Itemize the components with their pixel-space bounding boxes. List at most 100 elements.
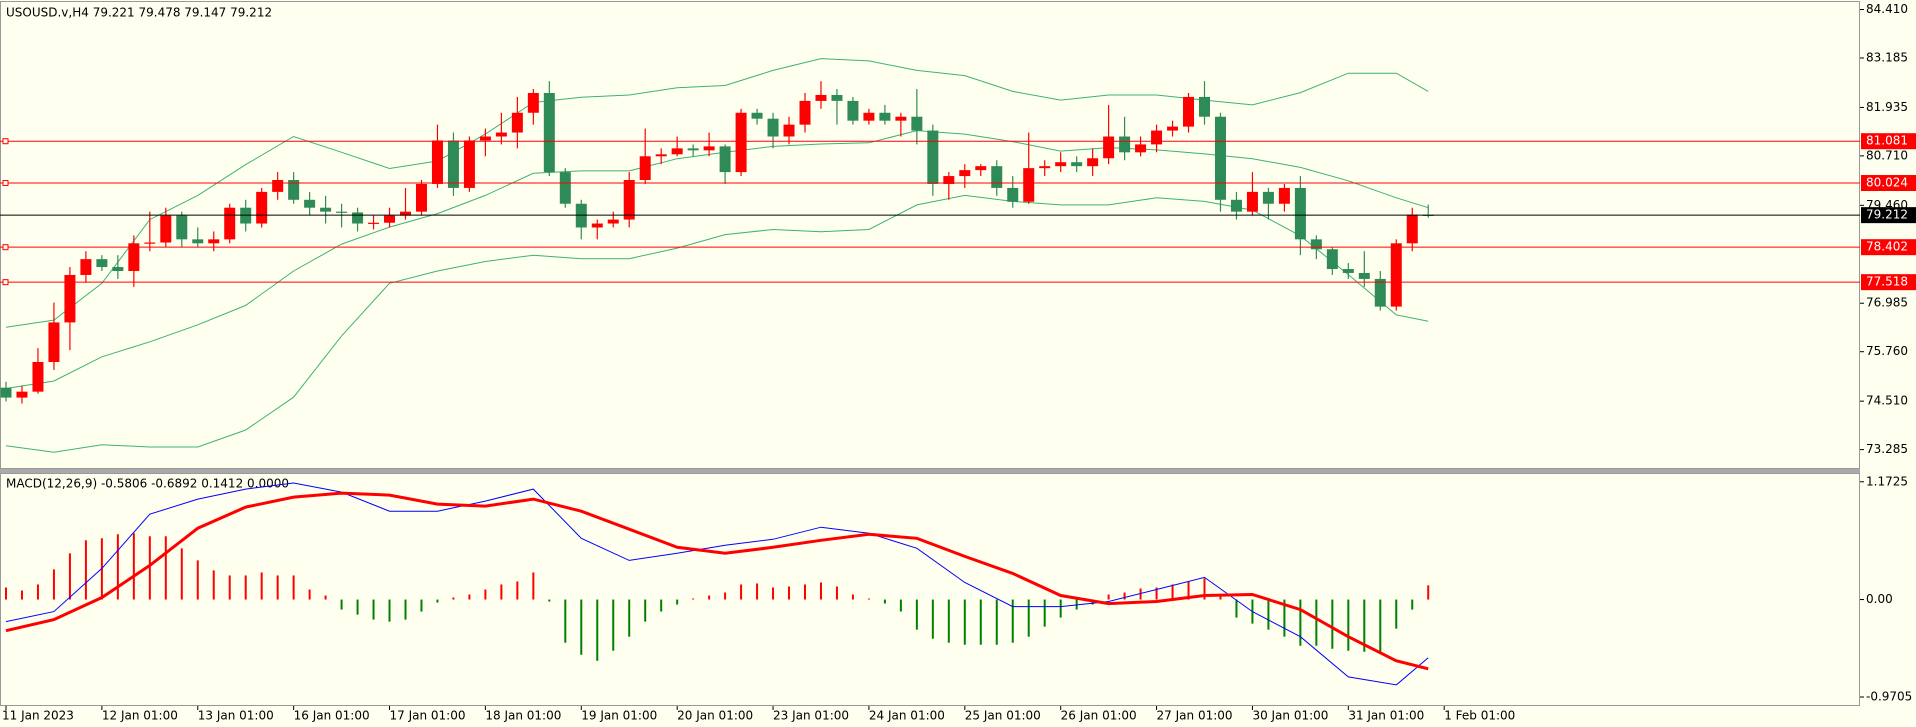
candle-body [975,166,987,171]
pane-separator [0,469,1860,473]
candle-body [96,259,108,268]
candle-body [623,180,635,220]
candle-body [543,92,555,173]
candle-body [671,148,683,155]
candle-body [352,212,364,224]
candle-body [400,211,411,216]
x-tick-label: 13 Jan 01:00 [198,709,274,723]
candle-body [703,146,715,151]
current-price-box [1861,207,1916,224]
price-pane-frame [0,1,1860,469]
y-tick-label: 80.710 [1866,148,1908,162]
candle-body [1230,199,1242,212]
candle-body [1214,116,1226,200]
x-tick-label: 25 Jan 01:00 [965,709,1041,723]
level-label-box [1861,239,1916,256]
candle-body [336,211,348,213]
bollinger-band [5,194,1429,453]
candle-body [1023,168,1035,202]
candle-body [48,322,60,362]
candle-body [927,130,939,184]
level-label-box [1861,133,1916,150]
y-tick-label: 84.410 [1866,2,1908,16]
candle-body [1183,96,1195,127]
candle-body [224,207,236,240]
x-tick-label: 12 Jan 01:00 [102,709,178,723]
candle-body [128,243,140,271]
candle-body [160,215,172,243]
candle-body [719,146,731,173]
candle-body [208,239,220,244]
candle-body [815,94,827,101]
x-tick-label: 16 Jan 01:00 [294,709,370,723]
candle-body [559,172,571,204]
candle-body [1342,269,1354,273]
candle-body [1262,191,1274,204]
candle-body [1374,278,1386,307]
x-tick-label: 19 Jan 01:00 [581,709,657,723]
candle-body [959,170,971,177]
level-marker [2,180,9,187]
y-tick-label: 83.185 [1866,50,1908,64]
candle-body [1119,136,1131,153]
candle-body [1294,187,1306,240]
x-tick-label: 31 Jan 01:00 [1348,709,1424,723]
level-label: 78.402 [1866,240,1908,254]
level-label: 80.024 [1866,176,1908,190]
candle-body [272,180,284,192]
current-price-label: 79.212 [1866,208,1908,222]
candle-body [879,112,891,121]
x-tick-label: 23 Jan 01:00 [773,709,849,723]
candle-body [304,199,316,208]
candle-body [1055,162,1067,167]
candle-body [799,100,811,125]
candle-body [384,215,396,223]
macd-line [5,482,1429,686]
level-marker [2,279,9,286]
candle-body [767,118,779,137]
candle-body [1135,144,1147,153]
candle-body [1246,191,1258,212]
candle-body [527,92,539,113]
y-tick-label: 75.760 [1866,344,1908,358]
candle-body [192,239,204,244]
candle-body [1151,130,1163,145]
candle-body [256,191,268,224]
candle-body [639,156,651,181]
price-header: USOUSD.v,H4 79.221 79.478 79.147 79.212 [6,6,272,20]
candle-body [1358,272,1370,279]
candle-body [1167,126,1179,131]
candle-body [463,140,475,188]
level-marker [2,244,9,251]
level-label: 81.081 [1866,134,1908,148]
candle-body [1278,187,1290,204]
candle-body [1326,249,1338,270]
candle-body [783,124,795,137]
macd-header: MACD(12,26,9) -0.5806 -0.6892 0.1412 0.0… [6,477,289,491]
x-tick-label: 20 Jan 01:00 [677,709,753,723]
candle-body [687,148,699,151]
x-tick-label: 17 Jan 01:00 [390,709,466,723]
candle-body [1103,136,1115,159]
candle-body [991,166,1003,188]
y-tick-label: 1.1725 [1866,474,1908,488]
macd-pane-frame [0,473,1860,706]
level-marker [2,138,9,145]
candle-body [447,140,459,188]
candle-body [751,112,763,119]
candle-body [943,176,955,184]
candle-body [591,223,603,228]
candle-body [32,361,44,392]
candle-body [831,94,843,101]
candle-body [144,242,156,244]
candle-body [511,112,523,133]
candle-body [655,154,667,157]
candle-body [863,112,875,121]
candle-body [911,116,923,131]
y-tick-label: 76.985 [1866,296,1908,310]
candle-body [112,267,124,271]
x-tick-label: 1 Feb 01:00 [1444,709,1515,723]
candle-body [64,274,76,323]
candle-body [80,259,92,275]
